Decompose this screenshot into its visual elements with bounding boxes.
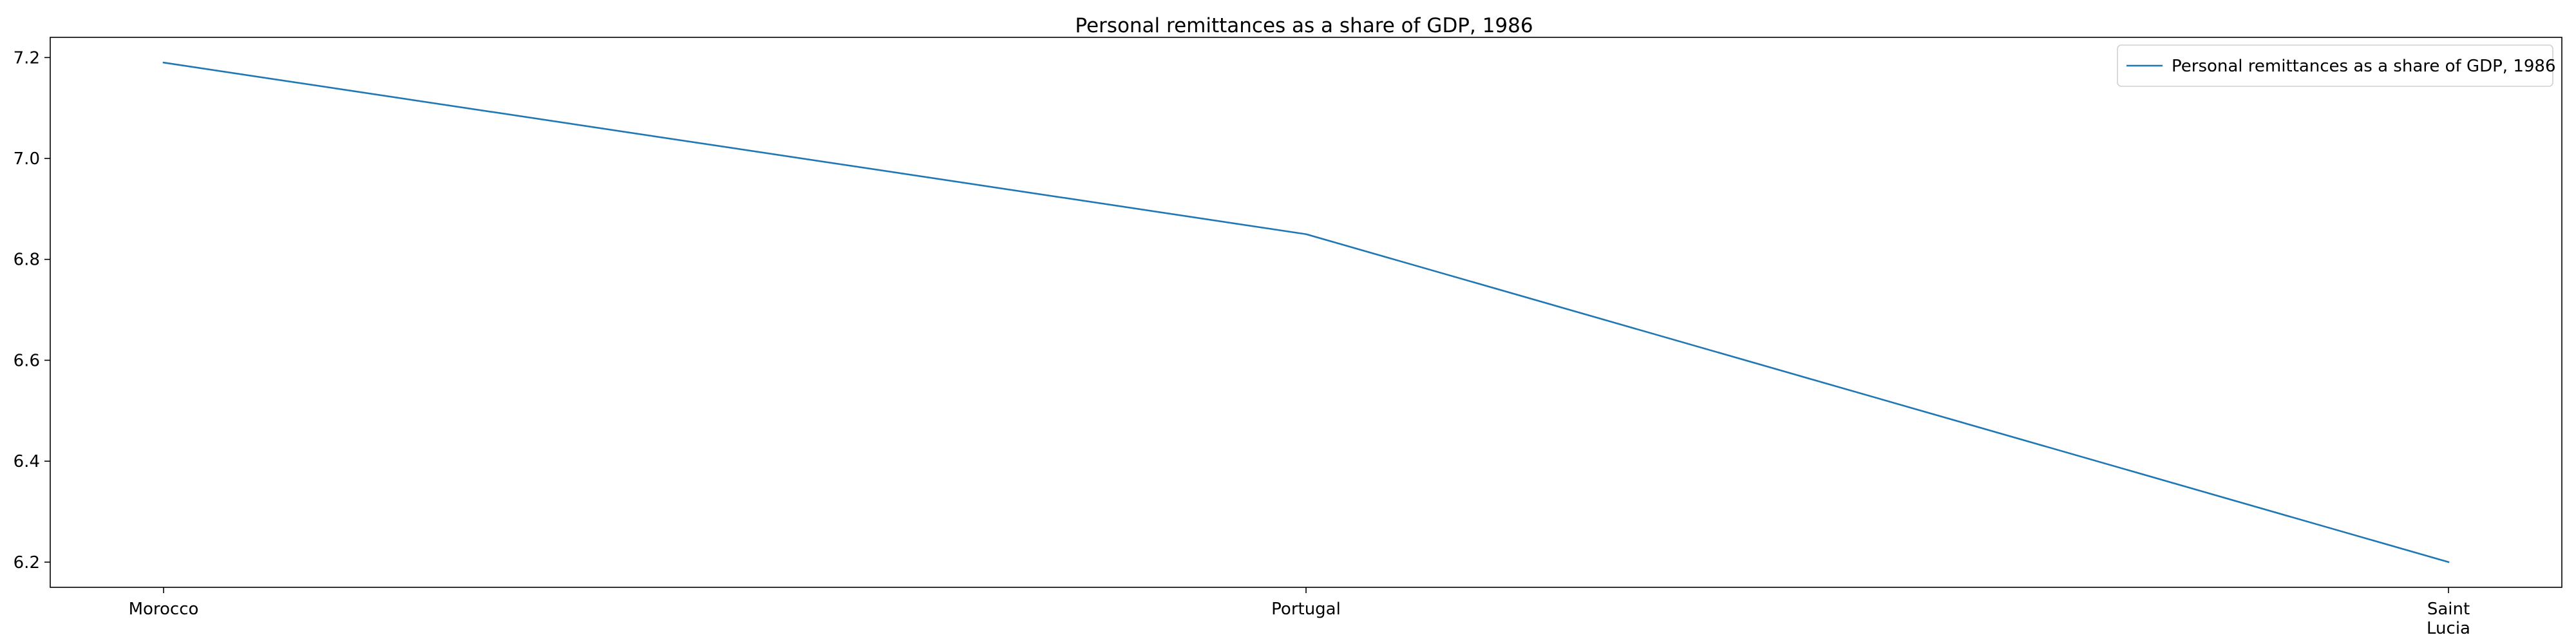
x-tick-label-line: Morocco bbox=[129, 600, 199, 619]
x-tick-label: Morocco bbox=[129, 600, 199, 619]
plot-area: 6.2 6.4 6.6 6.8 7.0 7.2 Morocco Portugal Saint Lu… bbox=[14, 37, 2562, 638]
chart-title: Personal remittances as a share of GDP, … bbox=[1075, 14, 1533, 37]
plot-frame bbox=[50, 37, 2562, 588]
legend: Personal remittances as a share of GDP, … bbox=[2117, 44, 2556, 87]
x-tick-label: Saint Lucia bbox=[2427, 600, 2470, 638]
series-line bbox=[162, 61, 2450, 564]
x-tick-label-line: Lucia bbox=[2427, 619, 2470, 638]
legend-box bbox=[2117, 44, 2553, 87]
y-tick-label: 6.8 bbox=[14, 251, 40, 270]
legend-label: Personal remittances as a share of GDP, … bbox=[2172, 57, 2556, 76]
y-tick-label: 7.0 bbox=[14, 149, 40, 169]
x-tick-label: Portugal bbox=[1271, 600, 1341, 619]
x-tick-label-line: Saint bbox=[2427, 600, 2470, 619]
y-tick-label: 6.2 bbox=[14, 553, 40, 573]
y-tick-label: 6.4 bbox=[14, 452, 40, 471]
y-tick-label: 6.6 bbox=[14, 351, 40, 370]
y-tick-label: 7.2 bbox=[14, 48, 40, 68]
x-tick-label-line: Portugal bbox=[1271, 600, 1341, 619]
